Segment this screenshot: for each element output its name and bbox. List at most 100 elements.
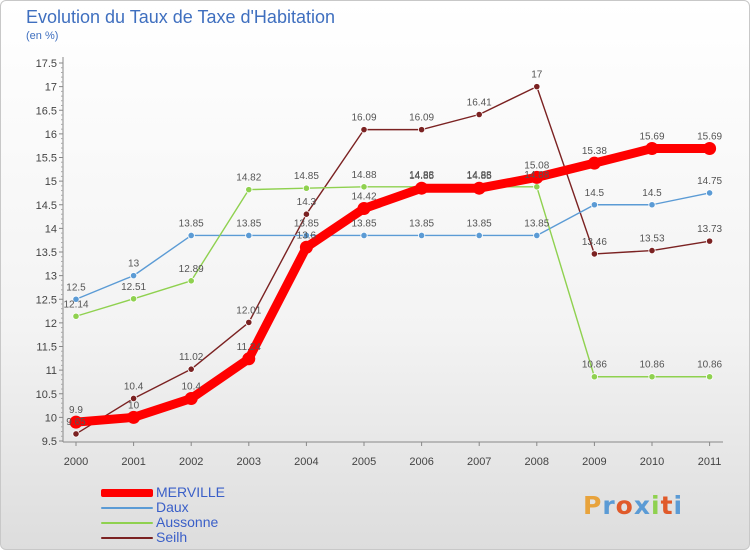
y-tick-label: 14.5 <box>36 200 57 212</box>
legend-label: Daux <box>156 499 189 515</box>
data-point-aussonne <box>245 186 253 194</box>
data-point-daux <box>360 231 368 240</box>
data-label-aussonne: 12.14 <box>63 299 88 310</box>
data-point-merville <box>184 391 198 405</box>
y-tick-label: 10 <box>45 412 57 424</box>
data-label-merville: 13.6 <box>297 230 317 241</box>
logo-letter: i <box>651 491 661 520</box>
data-point-merville <box>357 202 371 216</box>
data-point-aussonne <box>705 373 714 381</box>
logo-letter: r <box>602 491 616 520</box>
data-label-merville: 14.85 <box>409 171 434 182</box>
data-point-seilh <box>475 110 483 119</box>
data-label-daux: 13.85 <box>524 218 549 229</box>
data-point-daux <box>705 189 714 197</box>
data-point-merville <box>415 181 429 195</box>
data-point-aussonne <box>72 312 80 320</box>
data-label-seilh: 10.4 <box>124 381 144 392</box>
data-label-daux: 14.5 <box>642 188 662 199</box>
series-line-aussonne <box>75 186 711 378</box>
y-tick-label: 15.5 <box>36 153 57 165</box>
data-label-merville: 15.38 <box>582 146 607 157</box>
data-point-merville <box>530 170 544 184</box>
data-point-merville <box>645 142 659 156</box>
data-point-merville <box>299 240 313 254</box>
data-label-aussonne: 14.88 <box>409 170 434 181</box>
data-point-seilh <box>533 83 541 91</box>
data-label-seilh: 14.3 <box>297 197 317 208</box>
data-label-seilh: 16.41 <box>467 98 492 109</box>
logo-letter: x <box>633 491 651 520</box>
data-label-merville: 14.42 <box>351 192 376 203</box>
data-point-seilh <box>130 394 138 403</box>
data-point-aussonne <box>302 184 310 192</box>
y-tick-label: 11 <box>46 365 57 377</box>
legend-label: Aussonne <box>156 514 219 530</box>
data-label-aussonne: 10.86 <box>697 360 722 371</box>
data-point-aussonne <box>533 183 541 191</box>
x-tick-label: 2009 <box>582 456 606 468</box>
x-tick-label: 2001 <box>121 456 145 468</box>
data-label-merville: 15.69 <box>697 132 722 143</box>
data-label-merville: 11.24 <box>237 342 262 353</box>
x-tick-label: 2002 <box>179 456 203 468</box>
legend-label: MERVILLE <box>156 484 225 500</box>
data-label-daux: 14.5 <box>585 188 605 199</box>
y-tick-label: 10.5 <box>36 389 57 401</box>
chart-title: Evolution du Taux de Taxe d'Habitation <box>26 7 335 27</box>
data-label-seilh: 12.01 <box>236 305 261 316</box>
series-line-seilh <box>75 85 711 435</box>
data-label-daux: 13.85 <box>294 218 319 229</box>
data-label-aussonne: 12.51 <box>121 282 146 293</box>
data-point-seilh <box>245 318 253 327</box>
data-label-daux: 12.5 <box>66 282 86 293</box>
data-point-seilh <box>360 126 368 134</box>
legend-swatch <box>101 522 153 524</box>
logo-letter: t <box>660 491 674 520</box>
data-label-aussonne: 14.88 <box>467 170 492 181</box>
data-label-aussonne: 10.86 <box>582 360 607 371</box>
x-tick-label: 2008 <box>525 456 549 468</box>
x-tick-label: 2005 <box>352 456 376 468</box>
data-point-seilh <box>590 250 599 258</box>
data-label-aussonne: 12.89 <box>179 264 204 275</box>
data-point-merville <box>703 142 717 156</box>
data-point-seilh <box>417 126 426 134</box>
data-point-merville <box>242 352 256 366</box>
data-point-daux <box>475 231 483 240</box>
data-label-merville: 10 <box>128 400 140 411</box>
data-label-merville: 9.9 <box>69 405 83 416</box>
data-point-daux <box>245 231 253 240</box>
series-line-daux <box>75 192 711 300</box>
data-point-daux <box>187 231 195 240</box>
data-label-aussonne: 14.88 <box>351 170 376 181</box>
data-label-seilh: 13.73 <box>697 224 722 235</box>
data-point-seilh <box>72 430 80 438</box>
data-point-daux <box>533 231 541 240</box>
y-tick-label: 13 <box>45 271 57 283</box>
legend-swatch <box>101 489 153 497</box>
data-point-daux <box>590 201 599 209</box>
y-tick-label: 16 <box>45 129 57 141</box>
data-point-aussonne <box>130 295 138 303</box>
data-label-aussonne: 14.82 <box>236 173 261 184</box>
data-label-merville: 15.08 <box>524 160 549 171</box>
data-point-daux <box>72 295 80 303</box>
x-tick-label: 2007 <box>467 456 491 468</box>
data-point-daux <box>648 201 656 209</box>
y-tick-label: 17.5 <box>36 58 57 70</box>
logo-letter: i <box>673 491 684 520</box>
legend-swatch <box>101 537 153 539</box>
data-label-seilh: 13.46 <box>582 237 607 248</box>
legend-label: Seilh <box>156 529 188 545</box>
y-tick-label: 9.5 <box>42 436 57 448</box>
logo-letter: P <box>583 491 603 520</box>
proxiti-logo: Proxiti <box>583 491 683 520</box>
data-label-daux: 13.85 <box>236 218 261 229</box>
data-point-daux <box>302 231 310 240</box>
data-label-seilh: 16.09 <box>409 113 434 124</box>
data-point-aussonne <box>187 277 195 285</box>
x-tick-label: 2006 <box>409 456 433 468</box>
